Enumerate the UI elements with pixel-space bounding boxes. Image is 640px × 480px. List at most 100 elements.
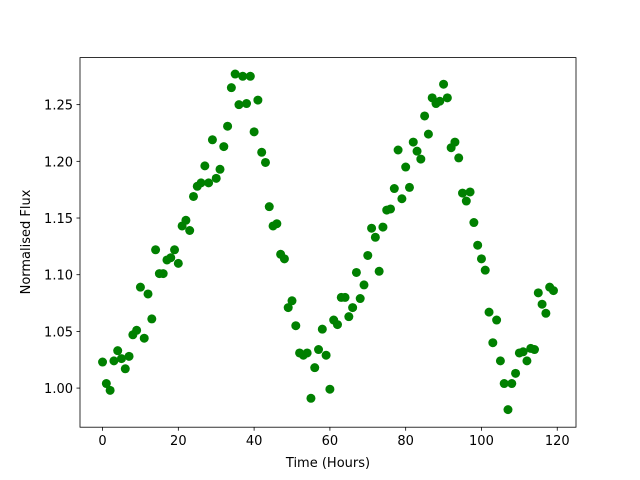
point	[397, 194, 407, 204]
point	[344, 312, 354, 322]
point	[291, 321, 301, 331]
point	[442, 93, 452, 103]
point	[355, 294, 365, 304]
point	[541, 308, 551, 318]
point	[465, 187, 475, 197]
point	[469, 218, 479, 228]
point	[226, 83, 236, 93]
point	[351, 267, 361, 277]
point	[408, 137, 418, 147]
point	[158, 269, 168, 279]
point	[473, 240, 483, 250]
point	[522, 356, 532, 366]
x-tick-label: 120	[545, 434, 570, 449]
point	[249, 127, 259, 137]
point	[245, 71, 255, 81]
point	[359, 280, 369, 290]
point	[132, 325, 142, 335]
point	[188, 191, 198, 201]
y-tick-label: 1.10	[44, 269, 73, 284]
point	[283, 303, 293, 313]
point	[211, 173, 221, 183]
point	[386, 204, 396, 214]
point	[234, 100, 244, 110]
point	[109, 356, 119, 366]
point	[215, 164, 225, 174]
point	[253, 95, 263, 105]
point	[139, 333, 149, 343]
point	[151, 245, 161, 255]
point	[260, 157, 270, 167]
point	[374, 266, 384, 276]
x-tick-label: 100	[469, 434, 494, 449]
point	[518, 347, 528, 357]
point	[404, 182, 414, 192]
x-tick-label: 60	[322, 434, 339, 449]
point	[124, 351, 134, 361]
point	[105, 385, 115, 395]
point	[495, 356, 505, 366]
point	[170, 245, 180, 255]
point	[223, 121, 233, 131]
point	[548, 286, 558, 296]
point	[166, 253, 176, 263]
point	[530, 345, 540, 355]
point	[287, 296, 297, 306]
point	[511, 368, 521, 378]
point	[401, 162, 411, 172]
point	[389, 184, 399, 194]
point	[492, 315, 502, 325]
point	[507, 379, 517, 389]
point	[450, 137, 460, 147]
point	[461, 196, 471, 206]
point	[370, 232, 380, 242]
point	[458, 188, 468, 198]
plot-frame	[79, 57, 577, 428]
point	[204, 178, 214, 188]
point	[98, 357, 108, 367]
point	[181, 215, 191, 225]
point	[480, 265, 490, 275]
y-tick-label: 1.00	[44, 382, 73, 397]
point	[416, 154, 426, 164]
point	[454, 153, 464, 163]
point	[484, 307, 494, 317]
point	[367, 223, 377, 233]
y-axis-label: Normalised Flux	[19, 189, 34, 294]
point	[302, 348, 312, 358]
point	[101, 379, 111, 389]
point	[439, 79, 449, 89]
point	[503, 405, 513, 415]
x-axis-label: Time (Hours)	[285, 456, 370, 471]
point	[332, 320, 342, 330]
point	[310, 363, 320, 373]
point	[135, 282, 145, 292]
y-tick-label: 1.15	[44, 212, 73, 227]
point	[306, 393, 316, 403]
point	[185, 225, 195, 235]
point	[207, 135, 217, 145]
y-tick-label: 1.05	[44, 325, 73, 340]
point	[499, 379, 509, 389]
x-tick-label: 0	[98, 434, 106, 449]
point	[147, 314, 157, 324]
point	[279, 254, 289, 264]
point	[537, 299, 547, 309]
point	[272, 219, 282, 229]
point	[230, 69, 240, 79]
point	[116, 354, 126, 364]
point	[257, 147, 267, 157]
point	[317, 324, 327, 334]
point	[314, 345, 324, 355]
y-tick-label: 1.25	[44, 99, 73, 114]
point	[238, 71, 248, 81]
point	[200, 161, 210, 171]
point	[348, 303, 358, 313]
point	[143, 289, 153, 299]
y-tick-label: 1.20	[44, 155, 73, 170]
point	[242, 99, 252, 109]
point	[423, 129, 433, 139]
point	[488, 338, 498, 348]
point	[196, 178, 206, 188]
